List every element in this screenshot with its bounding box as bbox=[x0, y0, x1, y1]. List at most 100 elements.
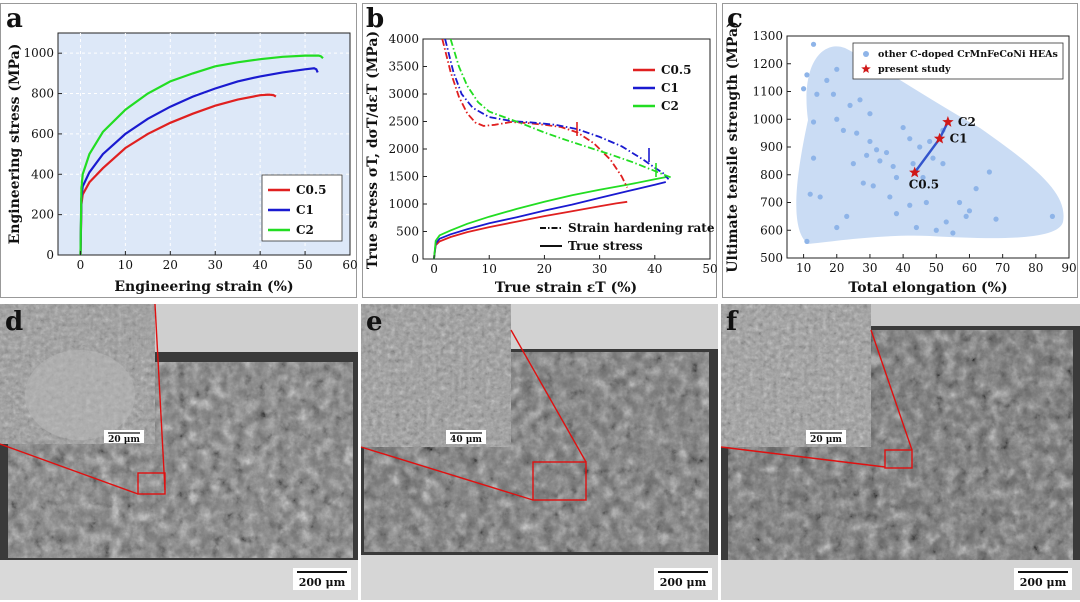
chart-b-true-stress-C1-line bbox=[433, 181, 667, 259]
chart-b-xlabel: True strain εT (%) bbox=[495, 280, 637, 296]
chart-c-ytick-label: 800 bbox=[760, 168, 783, 182]
chart-c-point-present-C1 bbox=[933, 132, 946, 144]
chart-c-point-other bbox=[860, 180, 866, 186]
chart-c-ticks: 10 20 30 40 50 60 70 80 90 500 600 700 800 900 1000 110… bbox=[752, 29, 1076, 275]
chart-b-xtick-label: 50 bbox=[702, 262, 717, 276]
chart-c-point-other bbox=[887, 194, 893, 200]
chart-b-hardening-rate-C2-line bbox=[449, 39, 672, 179]
chart-c-ytick-label: 900 bbox=[760, 140, 783, 154]
panel-e-scalebar-bg bbox=[654, 568, 712, 590]
chart-b-legend-label-C1: C1 bbox=[661, 81, 679, 95]
chart-b-series bbox=[433, 39, 672, 259]
panel-e-inset-texture bbox=[361, 304, 511, 447]
chart-c-point-other bbox=[920, 174, 926, 181]
chart-b-xtick-label: 40 bbox=[647, 262, 662, 276]
chart-c-point-other bbox=[824, 77, 830, 83]
chart-c-ylabel: Ultimate tensile strength (MPa) bbox=[725, 21, 741, 272]
chart-c-point-other bbox=[893, 174, 900, 181]
panel-e-scale-label: 200 μm bbox=[660, 576, 707, 589]
chart-c-point-other bbox=[893, 211, 900, 217]
panel-d-inset-scale-label: 20 μm bbox=[108, 435, 140, 445]
chart-c-ytick-label: 1300 bbox=[752, 29, 783, 43]
panel-d-zoom-line-1 bbox=[154, 303, 166, 491]
panel-f-scale-label: 200 μm bbox=[1020, 576, 1067, 589]
chart-c-point-other bbox=[993, 216, 999, 222]
chart-c-legend-label-present: present study bbox=[878, 64, 951, 75]
chart-c-point-other bbox=[834, 224, 840, 231]
chart-c-point-other bbox=[923, 199, 929, 206]
chart-b-ytick-label: 2000 bbox=[388, 142, 419, 156]
chart-c-point-other bbox=[873, 147, 880, 153]
chart-b-ytick-label: 500 bbox=[396, 225, 419, 239]
chart-c-point-other bbox=[840, 127, 847, 133]
chart-b-legend-label-C05: C0.5 bbox=[661, 63, 691, 77]
chart-a-ytick-label: 600 bbox=[31, 127, 54, 141]
panel-e-inset-scale-label: 40 μm bbox=[450, 435, 482, 445]
chart-a-ytick-label: 1000 bbox=[23, 46, 54, 60]
chart-a-xtick-label: 10 bbox=[118, 258, 133, 272]
chart-b-legend: C0.5 C1 C2 bbox=[633, 63, 691, 113]
chart-c-point-other bbox=[883, 149, 890, 156]
chart-c-ytick-label: 700 bbox=[760, 196, 783, 210]
chart-c-point-present-C2 bbox=[942, 116, 954, 127]
chart-c-point-other bbox=[814, 91, 820, 97]
chart-c-point-other bbox=[986, 169, 992, 175]
chart-a-xtick-label: 0 bbox=[77, 258, 85, 272]
chart-c-point-other bbox=[817, 194, 823, 200]
chart-c-point-other bbox=[966, 208, 973, 214]
chart-a-series-C1-line bbox=[79, 67, 319, 255]
chart-c-legend-marker-present bbox=[861, 64, 871, 73]
chart-b-xtick-label: 30 bbox=[592, 262, 607, 276]
chart-c-point-other bbox=[1049, 213, 1056, 219]
chart-a-legend-label-C05: C0.5 bbox=[296, 183, 326, 197]
chart-a-xtick-label: 40 bbox=[253, 258, 268, 272]
chart-a-ytick-label: 400 bbox=[31, 167, 54, 181]
chart-c-point-other bbox=[804, 72, 810, 78]
chart-c-xtick-label: 80 bbox=[1028, 261, 1043, 275]
chart-c-xtick-label: 50 bbox=[929, 261, 944, 275]
chart-c-ytick-label: 1200 bbox=[752, 57, 783, 71]
chart-c-point-other bbox=[834, 66, 840, 72]
chart-c-series: C0.5 C1 C2 bbox=[800, 41, 1056, 244]
style-legend-label-hardening: Strain hardening rate bbox=[568, 221, 715, 235]
panel-f-zoom-line-1 bbox=[870, 329, 913, 451]
panel-f-inset-scale-label: 20 μm bbox=[810, 435, 842, 445]
chart-c-point-other bbox=[950, 230, 956, 236]
chart-c-ytick-label: 500 bbox=[760, 251, 783, 265]
chart-c-point-other bbox=[857, 97, 863, 103]
chart-c-point-other bbox=[864, 152, 870, 158]
chart-c-point-label-C1: C1 bbox=[950, 132, 968, 146]
chart-b-ytick-label: 3000 bbox=[388, 87, 419, 101]
chart-b-true-stress-C2-line bbox=[433, 176, 666, 259]
chart-c-xtick-label: 90 bbox=[1061, 261, 1076, 275]
chart-a-legend-label-C2: C2 bbox=[296, 223, 314, 237]
panel-e-zoom-line-1 bbox=[510, 329, 587, 463]
panel-f-sem: 20 μm 200 μm f bbox=[720, 304, 1080, 600]
chart-c-point-other bbox=[810, 41, 817, 47]
panel-d-inset-facet bbox=[25, 350, 135, 440]
chart-b-ytick-label: 1500 bbox=[388, 170, 419, 184]
chart-c-point-other bbox=[933, 227, 939, 233]
panel-letter-f: f bbox=[726, 307, 739, 337]
panel-c-frame bbox=[722, 3, 1078, 298]
chart-a-legend: C0.5 C1 C2 bbox=[261, 174, 343, 242]
chart-b-xtick-label: 20 bbox=[537, 262, 552, 276]
chart-c-xlabel: Total elongation (%) bbox=[848, 280, 1007, 296]
chart-c-point-other bbox=[867, 138, 873, 145]
chart-c-point-other bbox=[907, 136, 913, 142]
panel-f-zoom-line-2 bbox=[720, 446, 886, 468]
chart-c-point-other bbox=[956, 199, 963, 206]
chart-b-ticks: 0 10 20 30 40 5005001000150020002500300035004… bbox=[388, 32, 717, 276]
panel-a-frame bbox=[0, 3, 357, 298]
chart-c-data-cloud bbox=[796, 46, 1064, 244]
chart-c-legend-label-other: other C-doped CrMnFeCoNi HEAs bbox=[878, 49, 1058, 60]
chart-c-point-other bbox=[870, 183, 876, 189]
chart-c-point-other bbox=[807, 191, 813, 197]
chart-b-xtick-label: 0 bbox=[430, 262, 438, 276]
chart-a-legend-label-C1: C1 bbox=[296, 203, 314, 217]
chart-c-xtick-label: 10 bbox=[796, 261, 811, 275]
chart-c-point-other bbox=[907, 202, 913, 208]
chart-a-xtick-label: 60 bbox=[342, 258, 357, 272]
chart-c-xtick-label: 70 bbox=[995, 261, 1010, 275]
